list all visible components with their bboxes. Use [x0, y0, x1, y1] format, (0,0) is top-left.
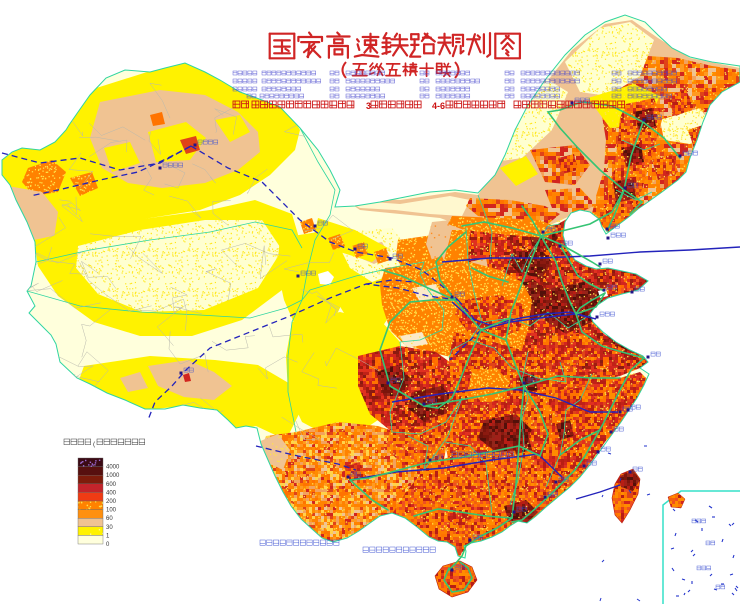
- svg-text:(: (: [93, 441, 96, 448]
- svg-text:100: 100: [106, 508, 117, 514]
- svg-text:1: 1: [106, 533, 110, 539]
- svg-text:600: 600: [106, 482, 117, 488]
- svg-text:4-6: 4-6: [432, 101, 445, 111]
- svg-text:200: 200: [106, 499, 117, 505]
- svg-text:400: 400: [106, 490, 117, 496]
- svg-text:60: 60: [106, 516, 113, 522]
- svg-text:1000: 1000: [106, 473, 120, 479]
- svg-text:0: 0: [106, 542, 110, 548]
- svg-text:3: 3: [366, 101, 371, 111]
- svg-text:30: 30: [106, 525, 113, 531]
- svg-text:4000: 4000: [106, 465, 120, 471]
